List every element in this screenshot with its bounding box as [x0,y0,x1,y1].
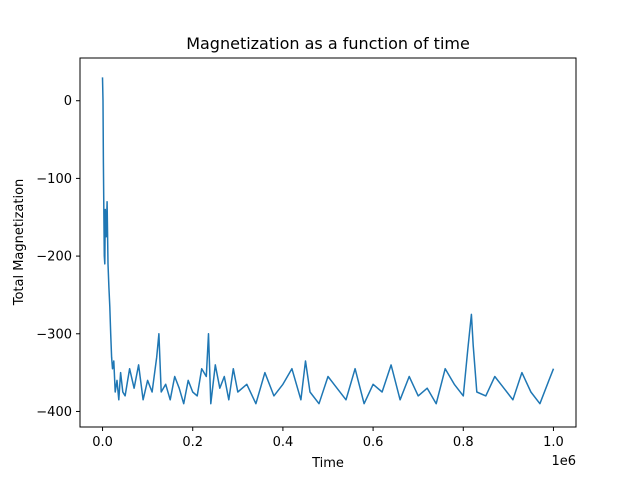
axes-frame [79,57,577,428]
x-tick-label: 0.2 [182,435,203,450]
y-tick-label: −400 [36,405,72,420]
y-tick-label: 0 [64,94,72,109]
x-tick-label: 0.4 [273,435,294,450]
x-tick-label: 0.8 [453,435,474,450]
y-tick-label: −200 [36,250,72,265]
y-axis: 0 −100 −200 −300 −400 [36,94,80,420]
plot-area [101,77,555,405]
x-tick-label: 0.0 [92,435,113,450]
x-axis-label: Time [311,456,344,471]
chart-title: Magnetization as a function of time [186,34,470,53]
x-axis: 0.0 0.2 0.4 0.6 0.8 1.0 [92,427,564,450]
y-axis-label: Total Magnetization [12,179,27,307]
y-tick-label: −100 [36,172,72,187]
x-tick-label: 1.0 [543,435,564,450]
y-tick-label: −300 [36,327,72,342]
x-tick-label: 0.6 [363,435,384,450]
series-line-0 [101,77,555,405]
x-offset-label: 1e6 [551,454,576,469]
